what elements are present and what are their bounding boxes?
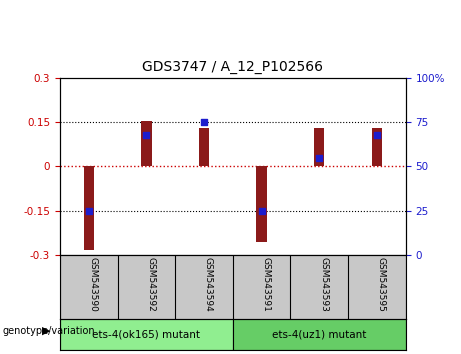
Text: ▶: ▶ <box>41 326 50 336</box>
Text: GSM543594: GSM543594 <box>204 257 213 312</box>
Point <box>142 132 150 137</box>
Text: GSM543595: GSM543595 <box>377 257 386 312</box>
Text: GSM543590: GSM543590 <box>89 257 98 312</box>
Point <box>85 208 92 213</box>
Bar <box>372 128 382 166</box>
Point <box>258 208 266 213</box>
Bar <box>314 128 325 166</box>
Text: ets-4(uz1) mutant: ets-4(uz1) mutant <box>272 330 366 339</box>
Text: ets-4(ok165) mutant: ets-4(ok165) mutant <box>92 330 201 339</box>
Bar <box>256 166 267 241</box>
Point <box>315 155 323 160</box>
Bar <box>83 166 94 251</box>
Bar <box>233 319 406 350</box>
Point <box>200 119 207 125</box>
Bar <box>60 319 233 350</box>
Text: genotype/variation: genotype/variation <box>2 326 95 336</box>
Text: GSM543592: GSM543592 <box>146 257 155 312</box>
Title: GDS3747 / A_12_P102566: GDS3747 / A_12_P102566 <box>142 60 323 74</box>
Point <box>373 132 381 137</box>
Text: GSM543593: GSM543593 <box>319 257 328 312</box>
Bar <box>199 128 209 166</box>
Text: GSM543591: GSM543591 <box>262 257 271 312</box>
Bar <box>141 121 152 166</box>
